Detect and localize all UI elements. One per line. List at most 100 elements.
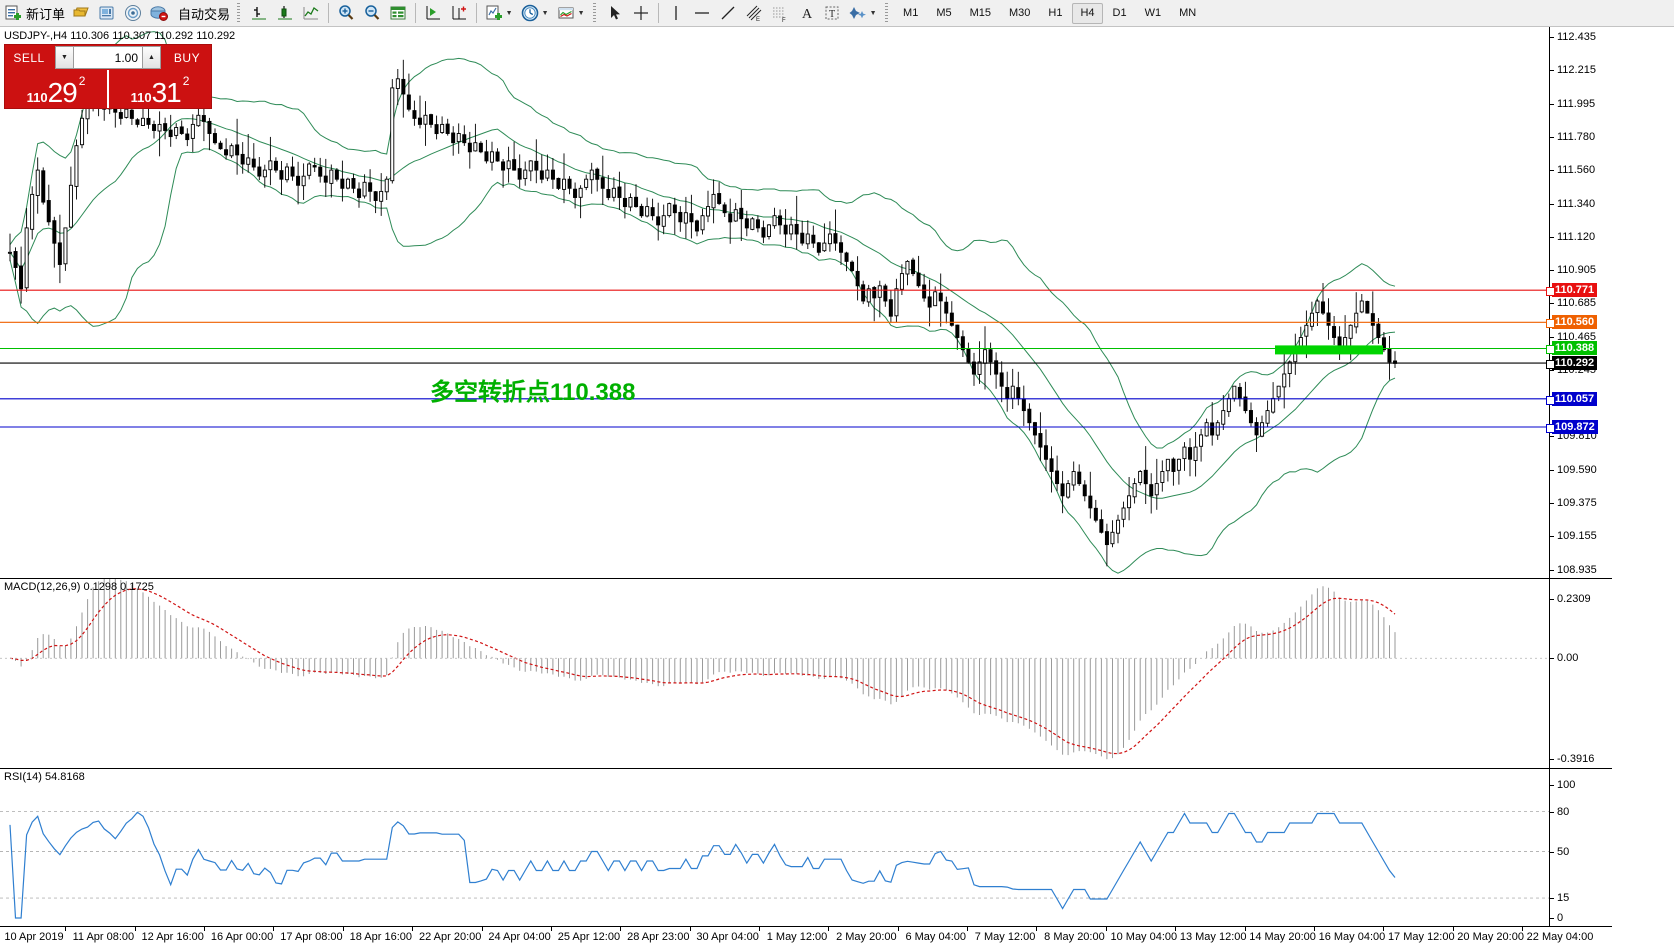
resistance-line-110560-handle[interactable]	[1546, 319, 1555, 329]
price-axis-tick	[1550, 136, 1554, 138]
rsi-axis[interactable]: 100 80 50 15 0	[1549, 769, 1612, 928]
volume-decrease-button[interactable]: ▼	[55, 46, 74, 69]
toolbar-grip-tools[interactable]	[592, 3, 600, 23]
horizontal-line-button[interactable]	[689, 1, 715, 25]
signals-button[interactable]	[120, 1, 146, 25]
timeframe-button-d1[interactable]: D1	[1112, 6, 1127, 19]
zoom-in-button[interactable]	[333, 1, 359, 25]
text-button[interactable]: A	[793, 1, 819, 25]
new-order-label: 新订单	[26, 6, 66, 22]
timeframe-button-m30[interactable]: M30	[1009, 6, 1031, 19]
candlestick-chart-button[interactable]	[272, 1, 298, 25]
sell-label: SELL	[13, 50, 45, 65]
volume-increase-button[interactable]: ▲	[142, 46, 161, 69]
chart-text-annotation[interactable]: 多空转折点110.388	[430, 379, 636, 406]
trendline-button[interactable]	[715, 1, 741, 25]
pivot-line-110388-tag[interactable]: 110.388	[1552, 341, 1598, 356]
rsi-graphics	[0, 811, 1612, 919]
macd-pane[interactable]: MACD(12,26,9) 0.1298 0.1725 0.2309 0.00 -0…	[0, 578, 1612, 769]
time-axis-label: 28 Apr 23:00	[627, 931, 690, 943]
price-chart-graphics	[0, 31, 1612, 574]
timeframe-button-m5[interactable]: M5	[936, 6, 952, 19]
zoom-out-button[interactable]	[359, 1, 385, 25]
toolbar-grip-periods[interactable]	[884, 3, 892, 23]
toolbar-grip-charts[interactable]	[236, 3, 244, 23]
sell-button[interactable]: 110 29 2	[5, 70, 107, 108]
time-axis-tick	[897, 927, 899, 931]
time-axis[interactable]: 10 Apr 2019 11 Apr 08:00 12 Apr 16:00 16 Ap…	[0, 926, 1612, 945]
buy-price-fraction: 2	[182, 74, 190, 88]
bar-chart-button[interactable]	[246, 1, 272, 25]
timeframe-button-mn[interactable]: MN	[1179, 6, 1197, 19]
indicators-button[interactable]: ▼	[481, 1, 517, 25]
terminal-button[interactable]	[385, 1, 411, 25]
new-order-button[interactable]: 新订单	[0, 1, 68, 25]
trendline-icon	[718, 3, 738, 23]
folder-button[interactable]	[68, 1, 94, 25]
market-button[interactable]	[146, 1, 172, 25]
chart-shift-button[interactable]	[446, 1, 472, 25]
current-price-line-tag[interactable]: 110.292	[1552, 356, 1598, 371]
rsi-axis-label: 15	[1557, 892, 1570, 905]
rsi-axis-tick	[1550, 811, 1554, 813]
time-axis-tick	[273, 927, 275, 931]
news-button[interactable]	[94, 1, 120, 25]
period-icon	[520, 3, 540, 23]
one-click-trade-panel[interactable]: SELL ▼ 1.00 ▲ BUY 110 29 2 110 31 2	[4, 44, 212, 109]
objects-button[interactable]: ▼	[845, 1, 881, 25]
text-label-button[interactable]: T	[819, 1, 845, 25]
autoscroll-button[interactable]	[420, 1, 446, 25]
price-axis-label: 111.120	[1557, 231, 1596, 244]
autotrading-button[interactable]: 自动交易	[172, 1, 233, 25]
time-axis-label: 22 May 04:00	[1526, 931, 1594, 943]
resistance-line-110771-handle[interactable]	[1546, 287, 1555, 297]
price-axis-tick	[1550, 269, 1554, 271]
rsi-pane[interactable]: RSI(14) 54.8168 100 80 50 15 0	[0, 768, 1612, 928]
timeframe-button-m15[interactable]: M15	[969, 6, 991, 19]
timeframe-bar: M1 M5 M15 M30 H1 H4 D1 W1 MN	[894, 2, 1205, 24]
macd-axis-tick	[1550, 599, 1554, 600]
price-axis[interactable]: 112.435 112.215 111.995 111.780 111.560 111.3…	[1546, 27, 1612, 578]
price-pane[interactable]: USDJPY-,H4 110.306 110.307 110.292 110.2…	[0, 27, 1612, 578]
buy-button[interactable]: 110 31 2	[107, 70, 211, 108]
price-axis-tick	[1550, 469, 1554, 471]
time-axis-label: 22 Apr 20:00	[418, 931, 482, 943]
support-line-110057-handle[interactable]	[1546, 395, 1555, 405]
timeframe-button-m1[interactable]: M1	[903, 6, 919, 19]
timeframe-button-w1[interactable]: W1	[1144, 6, 1162, 19]
volume-input[interactable]: 1.00	[74, 46, 142, 69]
equidistant-channel-button[interactable]: E	[741, 1, 767, 25]
chart-canvas-area[interactable]: USDJPY-,H4 110.306 110.307 110.292 110.2…	[0, 27, 1674, 945]
time-axis-tick	[1244, 927, 1246, 931]
objects-icon	[848, 3, 868, 23]
time-axis-label: 6 May 04:00	[905, 931, 966, 943]
line-chart-button[interactable]	[298, 1, 324, 25]
current-price-line-handle[interactable]	[1546, 360, 1555, 370]
volume-control[interactable]: ▼ 1.00 ▲	[55, 46, 161, 69]
time-axis-label: 10 May 04:00	[1110, 931, 1178, 943]
rsi-axis-tick	[1550, 918, 1554, 919]
support-line-109872-tag[interactable]: 109.872	[1552, 420, 1598, 434]
crosshair-button[interactable]	[628, 1, 654, 25]
objects-dropdown-arrow[interactable]: ▼	[869, 9, 877, 17]
timeframe-button-h4[interactable]: H4	[1072, 2, 1103, 24]
pivot-line-110388-handle[interactable]	[1546, 345, 1555, 355]
cursor-button[interactable]	[602, 1, 628, 25]
macd-axis[interactable]: 0.2309 0.00 -0.3916	[1549, 579, 1612, 769]
time-axis-tick	[481, 927, 483, 931]
support-line-110057-tag[interactable]: 110.057	[1552, 391, 1598, 406]
support-line-109872-handle[interactable]	[1546, 424, 1555, 433]
vertical-line-button[interactable]	[663, 1, 689, 25]
period-dropdown-arrow[interactable]: ▼	[541, 9, 549, 17]
fibonacci-button[interactable]: F	[767, 1, 793, 25]
resistance-line-110560-tag[interactable]: 110.560	[1552, 315, 1598, 330]
timeframe-button-h1[interactable]: H1	[1048, 6, 1063, 19]
templates-button[interactable]: ▼	[553, 1, 589, 25]
resistance-line-110771-tag[interactable]: 110.771	[1552, 283, 1598, 298]
time-axis-label: 2 May 20:00	[836, 931, 897, 943]
templates-dropdown-arrow[interactable]: ▼	[577, 9, 585, 17]
time-axis-label: 7 May 12:00	[974, 931, 1036, 943]
macd-axis-label: 0.00	[1557, 652, 1579, 665]
indicators-dropdown-arrow[interactable]: ▼	[505, 9, 513, 17]
period-button[interactable]: ▼	[517, 1, 553, 25]
